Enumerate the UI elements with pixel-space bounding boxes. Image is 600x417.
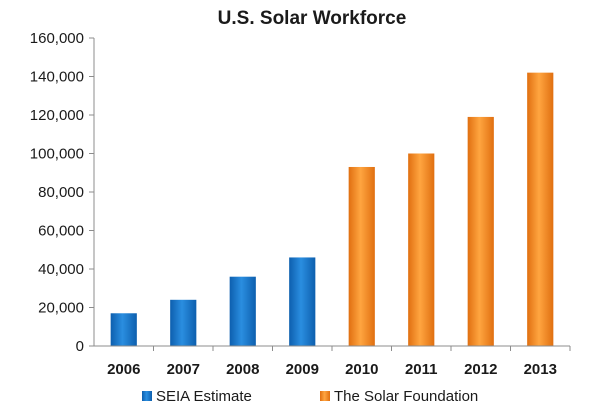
legend-label-seia: SEIA Estimate: [156, 388, 252, 405]
chart-title: U.S. Solar Workforce: [218, 8, 407, 29]
y-tick-label: 100,000: [30, 146, 84, 163]
bar-seia-2008: [229, 276, 256, 346]
y-axis-ticks: 0 20,000 40,000 60,000 80,000 100,000 120,000 1…: [30, 30, 94, 355]
y-tick-label: 80,000: [38, 184, 84, 201]
legend-label-solar-foundation: The Solar Foundation: [334, 388, 478, 405]
bar-solar-foundation-2011: [408, 153, 435, 346]
bar-seia-2009: [289, 257, 316, 346]
y-tick-label: 60,000: [38, 223, 84, 240]
bar-solar-foundation-2010: [348, 166, 375, 346]
legend: SEIA Estimate The Solar Foundation: [142, 388, 478, 405]
bars: [110, 72, 554, 347]
bar-seia-2006: [110, 313, 137, 346]
bar-solar-foundation-2013: [527, 72, 554, 347]
x-tick-label: 2012: [464, 361, 497, 378]
x-tick-label: 2009: [286, 361, 319, 378]
bar-solar-foundation-2012: [467, 116, 494, 346]
y-tick-label: 0: [76, 338, 84, 355]
x-tick-label: 2007: [167, 361, 200, 378]
y-tick-label: 140,000: [30, 69, 84, 86]
y-tick-label: 40,000: [38, 261, 84, 278]
x-tick-label: 2006: [107, 361, 140, 378]
x-tick-label: 2013: [524, 361, 557, 378]
legend-swatch-solar-foundation: [320, 391, 330, 401]
y-tick-label: 120,000: [30, 107, 84, 124]
x-axis-ticks: 2006 2007 2008 2009 2010 2011 2012 2013: [107, 346, 571, 378]
legend-swatch-seia: [142, 391, 152, 401]
x-tick-label: 2011: [405, 361, 438, 378]
y-tick-label: 20,000: [38, 300, 84, 317]
y-tick-label: 160,000: [30, 30, 84, 47]
x-tick-label: 2010: [345, 361, 378, 378]
bar-seia-2007: [170, 299, 197, 346]
x-tick-label: 2008: [226, 361, 259, 378]
